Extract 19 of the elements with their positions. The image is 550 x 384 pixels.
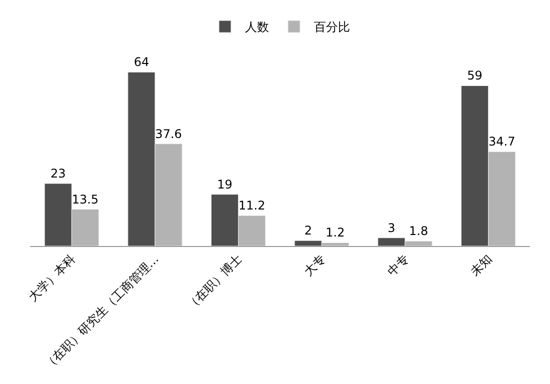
x-tick-label: 未知 xyxy=(468,252,495,279)
data-label: 34.7 xyxy=(488,134,516,149)
x-tick-label: 大学）本科 xyxy=(26,252,78,304)
data-label: 13.5 xyxy=(72,192,99,206)
data-label: 23 xyxy=(50,166,66,181)
data-label: 1.8 xyxy=(408,224,428,238)
data-label: 3 xyxy=(388,220,396,235)
data-label: 2 xyxy=(304,224,312,238)
data-label: 59 xyxy=(467,68,482,83)
data-label: 64 xyxy=(134,55,150,70)
x-tick-label: 中专 xyxy=(384,252,412,279)
x-tick-label: 大专 xyxy=(301,252,328,279)
data-label: 19 xyxy=(217,177,232,192)
data-label: 37.6 xyxy=(155,126,182,141)
data-label: 11.2 xyxy=(238,198,266,213)
x-tick-label: （在职）博士 xyxy=(184,252,245,313)
legend-label: 人数 xyxy=(245,20,269,34)
data-label: 1.2 xyxy=(326,226,345,240)
legend-label: 百分比 xyxy=(314,20,350,34)
